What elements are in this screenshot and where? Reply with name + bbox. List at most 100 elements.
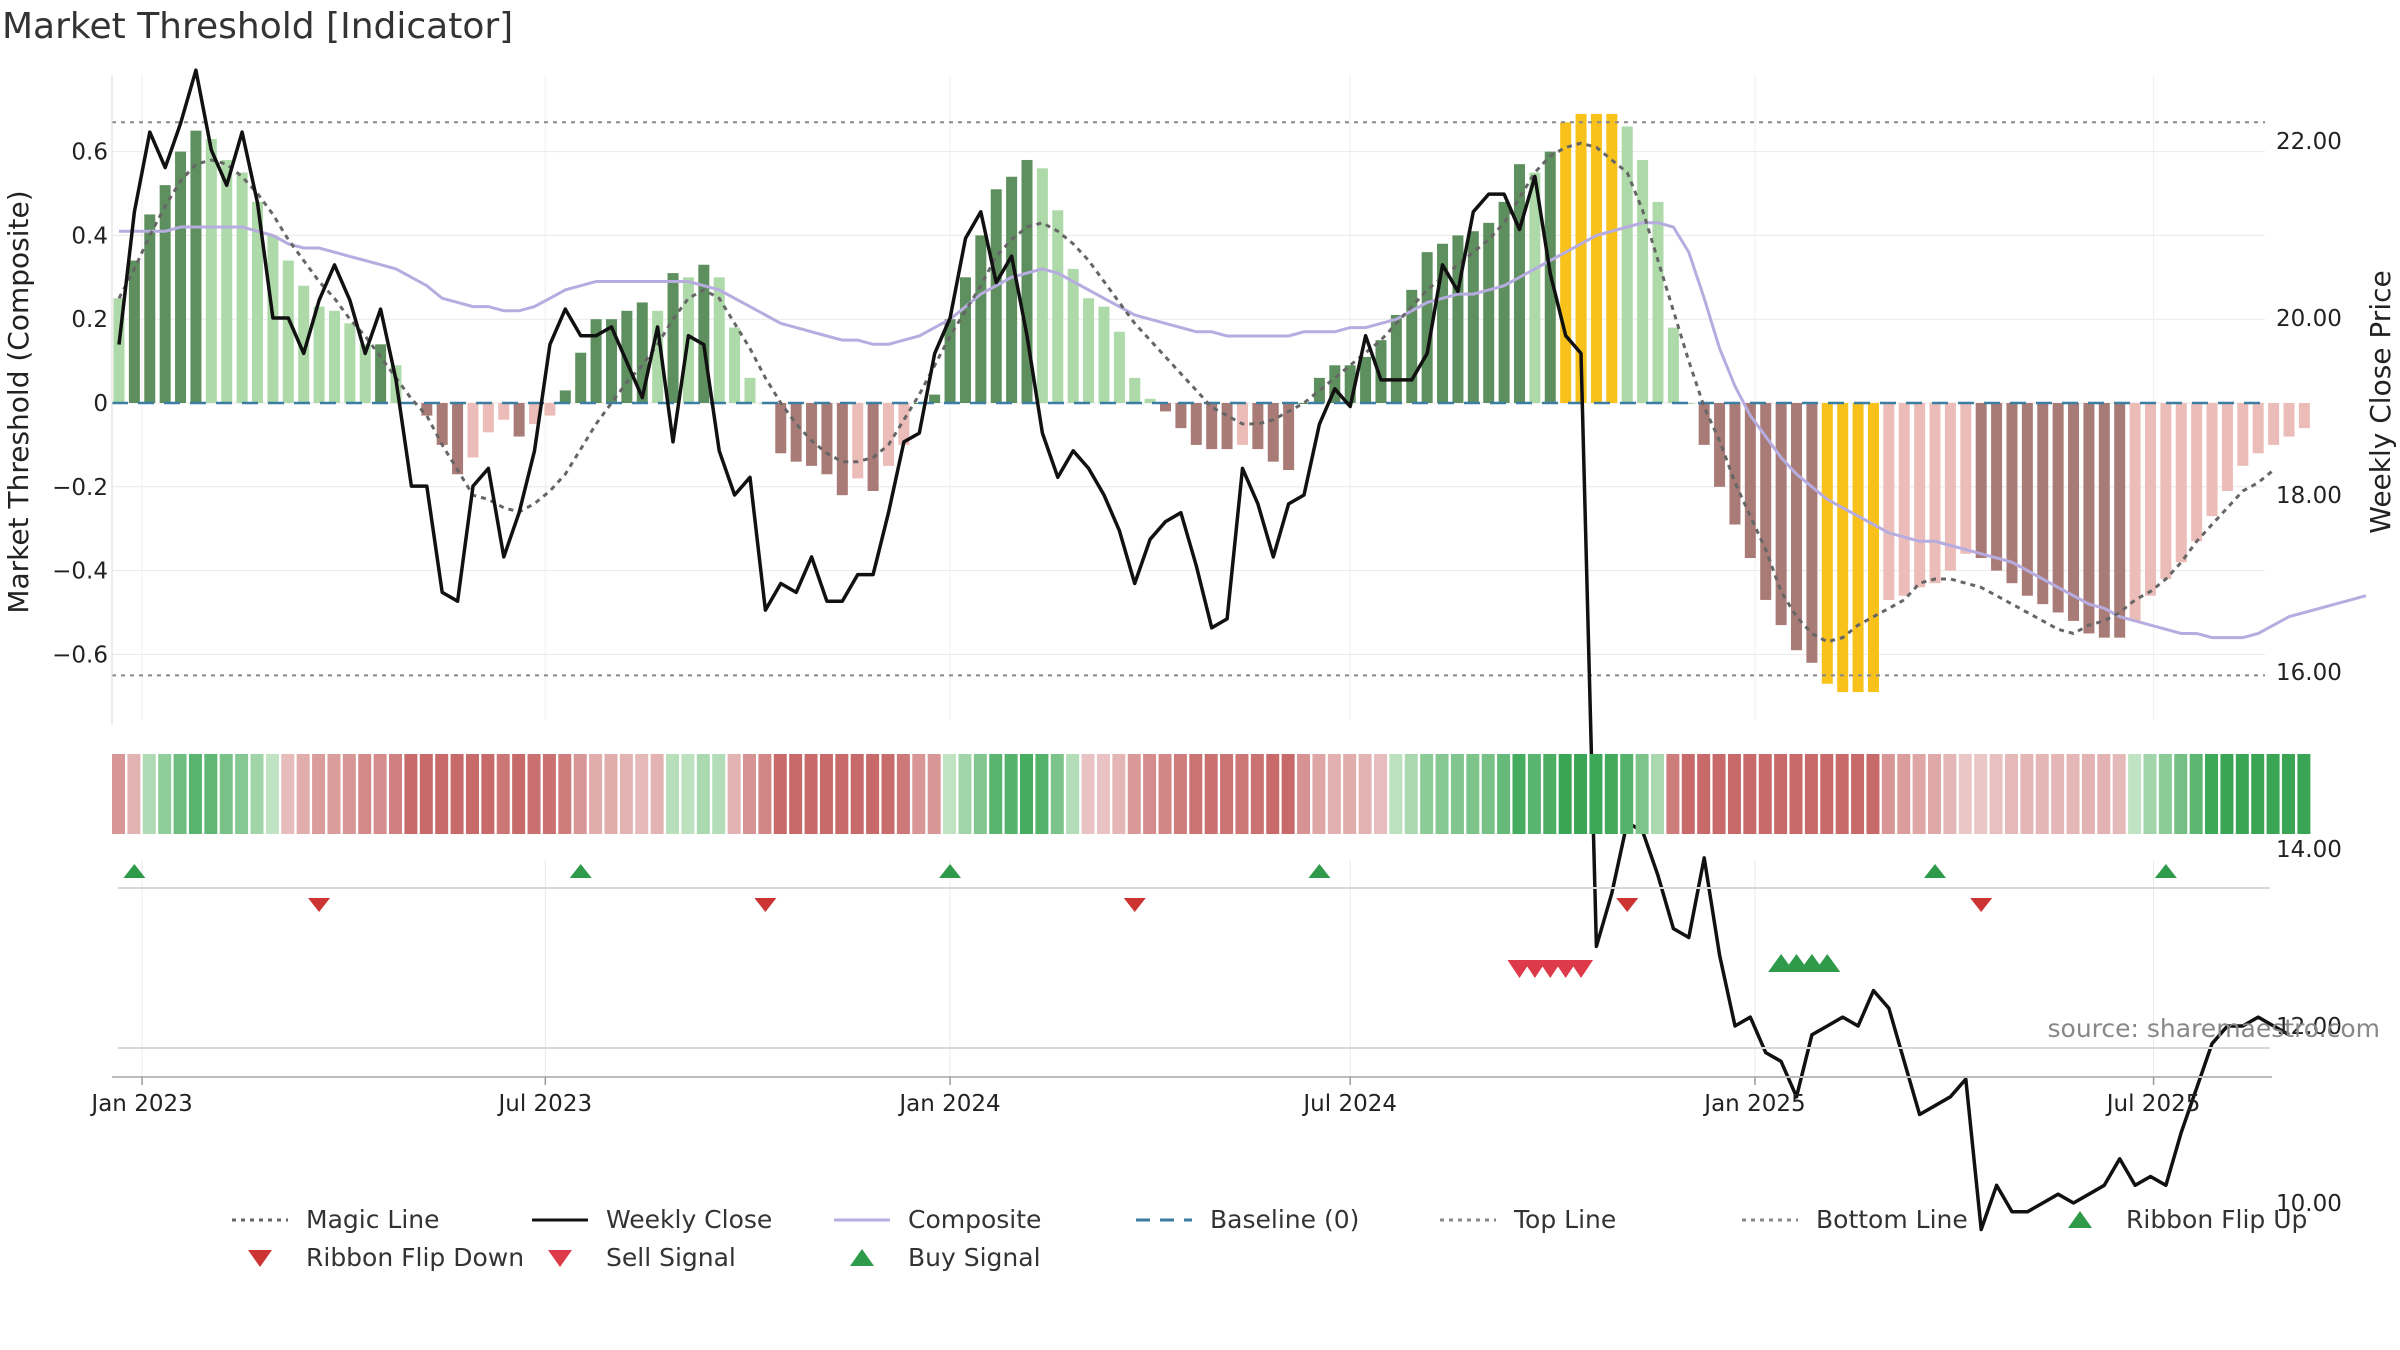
ribbon-cell — [989, 754, 1003, 834]
legend-item: Weekly Close — [530, 1205, 772, 1234]
ribbon-cell — [219, 754, 233, 834]
ribbon-cell — [450, 754, 464, 834]
ribbon-cell — [327, 754, 341, 834]
composite-bar — [775, 403, 787, 454]
composite-bar — [221, 159, 233, 403]
composite-bar — [2221, 403, 2233, 491]
legend-swatch — [2068, 1210, 2092, 1228]
composite-bar — [1852, 403, 1864, 693]
ribbon-cell — [312, 754, 326, 834]
buy-signal-marker — [1814, 954, 1841, 972]
ribbon-cell — [943, 754, 957, 834]
x-tick-label: Jan 2023 — [89, 1091, 192, 1117]
x-tick-label: Jul 2024 — [1301, 1091, 1397, 1117]
ribbon-cell — [1928, 754, 1942, 834]
ribbon-cell — [1851, 754, 1865, 834]
ribbon-cell — [1912, 754, 1926, 834]
left-tick-label: 0 — [93, 391, 108, 417]
legend-label: Composite — [908, 1205, 1042, 1234]
left-axis: 0.6 0.4 0.2 0 −0.2 −0.4 −0.6 — [52, 75, 113, 725]
ribbon-cell — [1373, 754, 1387, 834]
composite-bar — [452, 403, 464, 475]
composite-bar — [436, 403, 448, 445]
ribbon-flip-down-marker — [1970, 898, 1993, 912]
composite-bar — [1560, 122, 1572, 404]
ribbon-cell — [635, 754, 649, 834]
ribbon-cell — [1466, 754, 1480, 834]
legend-item: Buy Signal — [832, 1243, 1041, 1272]
ribbon-cell — [1881, 754, 1895, 834]
composite-bar — [544, 403, 556, 416]
composite-bar — [144, 214, 156, 403]
composite-bar — [2052, 403, 2064, 613]
ribbon-cell — [604, 754, 618, 834]
right-tick-label: 12.00 — [2276, 1014, 2342, 1040]
composite-bar — [1329, 365, 1341, 403]
chart-title: Market Threshold [Indicator] — [2, 6, 514, 47]
composite-bar — [2268, 403, 2280, 445]
composite-bar — [1744, 403, 1756, 559]
ribbon-cell — [1774, 754, 1788, 834]
ribbon-cell — [1127, 754, 1141, 834]
composite-bar — [1036, 168, 1048, 403]
composite-bar — [667, 273, 679, 403]
ribbon-cell — [142, 754, 156, 834]
x-tick-label: Jul 2023 — [496, 1091, 592, 1117]
ribbon-cell — [1158, 754, 1172, 834]
left-tick-label: −0.6 — [52, 642, 108, 668]
composite-bar — [1729, 403, 1741, 525]
ribbon-cell — [1389, 754, 1403, 834]
ribbon-cell — [373, 754, 387, 834]
ribbon-flip-panel — [118, 864, 2270, 912]
ribbon-cell — [404, 754, 418, 834]
composite-bar — [605, 319, 617, 403]
ribbon-cell — [1974, 754, 1988, 834]
composite-bar — [467, 403, 479, 458]
right-tick-label: 22.00 — [2276, 129, 2342, 155]
legend-item: Top Line — [1438, 1205, 1616, 1234]
composite-bar — [2144, 403, 2156, 596]
ribbon-cell — [1543, 754, 1557, 834]
x-tick-label: Jan 2024 — [897, 1091, 1000, 1117]
ribbon-cell — [1835, 754, 1849, 834]
right-tick-label: 20.00 — [2276, 306, 2342, 332]
composite-bar — [2237, 403, 2249, 466]
ribbon-cell — [2235, 754, 2249, 834]
ribbon-cell — [1020, 754, 1034, 834]
ribbon-cell — [866, 754, 880, 834]
composite-bar — [1529, 172, 1541, 403]
ribbon-cell — [742, 754, 756, 834]
composite-bar — [190, 130, 202, 403]
composite-bar — [621, 310, 633, 403]
ribbon-cell — [542, 754, 556, 834]
composite-bar — [1714, 403, 1726, 487]
composite-bar — [1960, 403, 1972, 554]
ribbon-cell — [1004, 754, 1018, 834]
ribbon-cell — [2143, 754, 2157, 834]
composite-bar — [1283, 403, 1295, 471]
ribbon-flip-up-marker — [1308, 864, 1331, 878]
composite-bar — [729, 327, 741, 403]
ribbon-cell — [2251, 754, 2265, 834]
ribbon-cell — [188, 754, 202, 834]
composite-bar — [2206, 403, 2218, 517]
composite-bar — [421, 403, 433, 416]
ribbon-cell — [250, 754, 264, 834]
ribbon-cell — [158, 754, 172, 834]
right-axis-title: Weekly Close Price — [2364, 270, 2397, 533]
ribbon-cell — [1512, 754, 1526, 834]
composite-bar — [1513, 164, 1525, 403]
ribbon-cell — [1450, 754, 1464, 834]
ribbon-cell — [1558, 754, 1572, 834]
ribbon-cell — [1096, 754, 1110, 834]
ribbon-cell — [1497, 754, 1511, 834]
legend-label: Baseline (0) — [1210, 1205, 1360, 1234]
ribbon-cell — [1789, 754, 1803, 834]
ribbon-cell — [1681, 754, 1695, 834]
legend-item: Magic Line — [230, 1205, 440, 1234]
composite-bar — [575, 352, 587, 403]
ribbon-cell — [2281, 754, 2295, 834]
composite-bar — [1067, 268, 1079, 403]
ribbon-cell — [1958, 754, 1972, 834]
legend-label: Ribbon Flip Down — [306, 1243, 525, 1272]
